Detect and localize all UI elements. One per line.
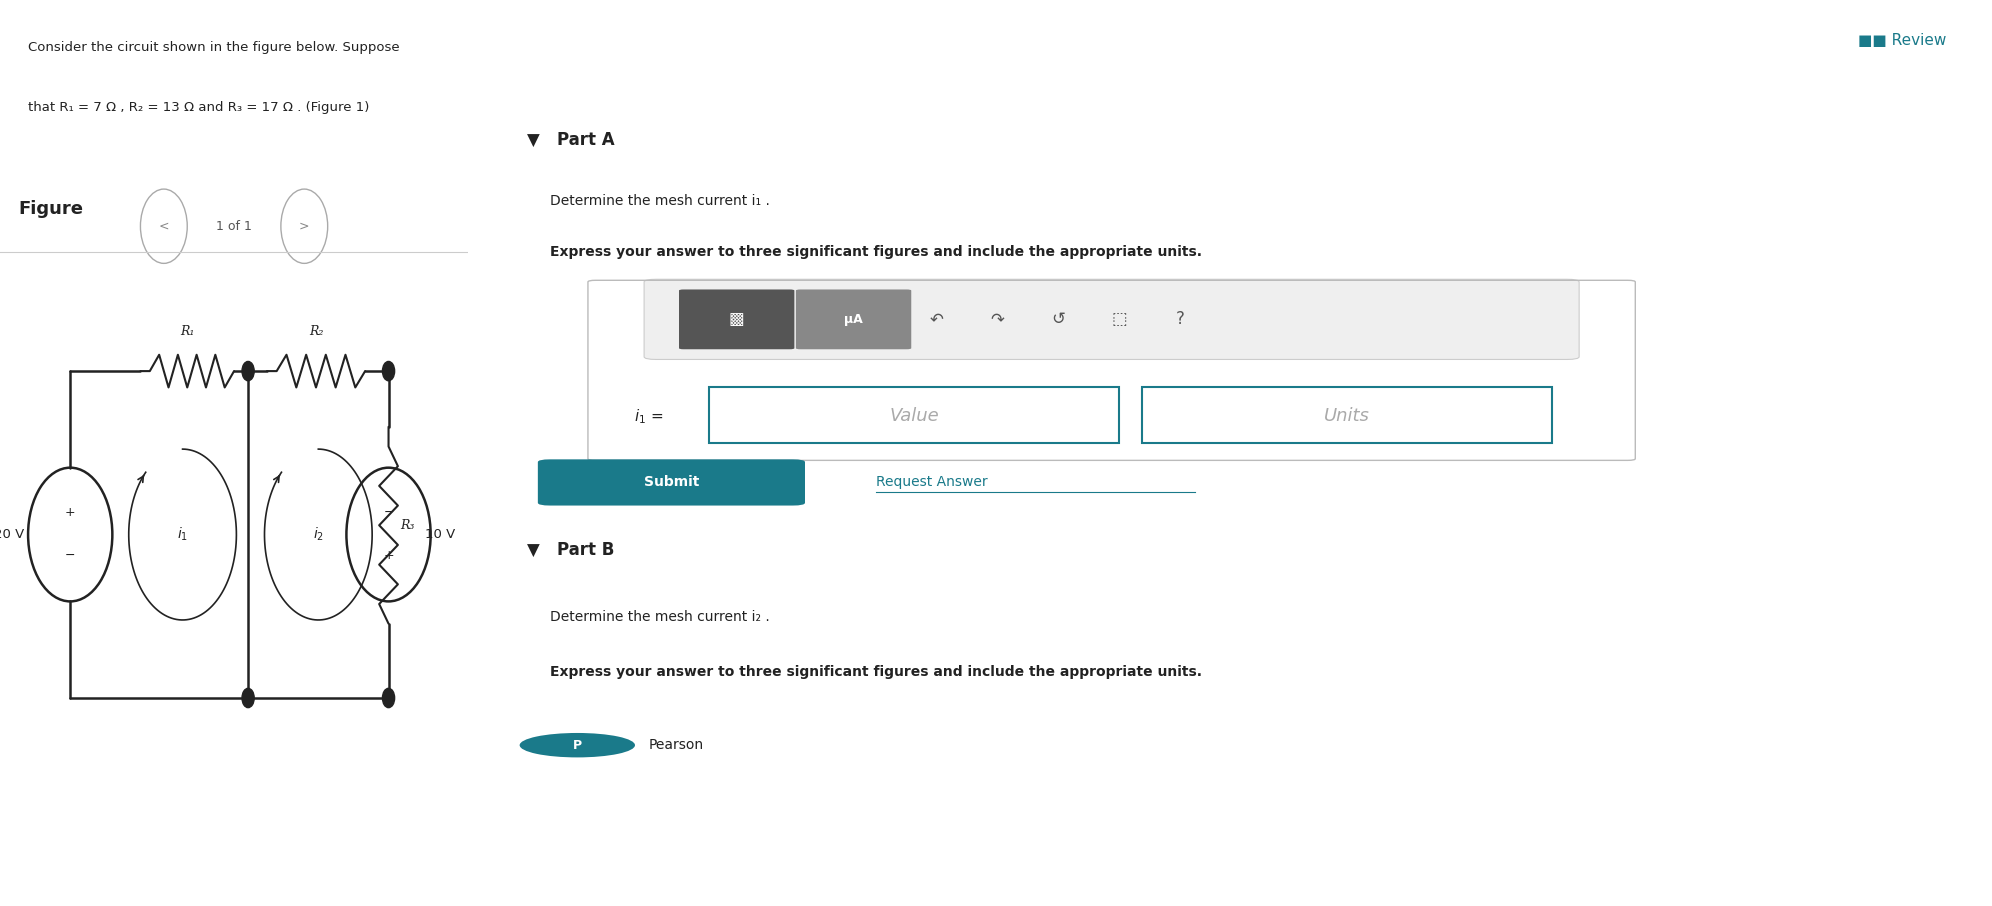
Text: $i_1$: $i_1$	[177, 525, 187, 544]
Text: R₂: R₂	[309, 324, 323, 338]
FancyBboxPatch shape	[538, 459, 805, 506]
Text: Express your answer to three significant figures and include the appropriate uni: Express your answer to three significant…	[550, 245, 1201, 258]
Text: ⬚: ⬚	[1112, 311, 1127, 328]
Text: ▩: ▩	[729, 311, 745, 328]
Text: ↷: ↷	[990, 311, 1004, 328]
Text: −: −	[382, 506, 394, 519]
Text: Figure: Figure	[18, 200, 84, 218]
Text: Value: Value	[888, 407, 938, 425]
FancyBboxPatch shape	[797, 290, 910, 350]
Text: 20 V: 20 V	[0, 528, 24, 541]
Text: ↶: ↶	[930, 311, 944, 328]
Text: Express your answer to three significant figures and include the appropriate uni: Express your answer to three significant…	[550, 665, 1201, 679]
FancyBboxPatch shape	[643, 279, 1580, 360]
Text: R₃: R₃	[400, 519, 414, 532]
Circle shape	[382, 361, 394, 381]
Text: <: <	[159, 220, 169, 233]
Text: Consider the circuit shown in the figure below. Suppose: Consider the circuit shown in the figure…	[28, 41, 400, 53]
Text: 1 of 1: 1 of 1	[215, 220, 253, 233]
Text: 10 V: 10 V	[424, 528, 454, 541]
Text: Determine the mesh current i₁ .: Determine the mesh current i₁ .	[550, 194, 769, 207]
Text: R₁: R₁	[179, 324, 195, 338]
FancyBboxPatch shape	[1141, 388, 1552, 443]
Text: +: +	[66, 506, 76, 519]
Text: Submit: Submit	[643, 476, 699, 489]
Text: $i_1$ =: $i_1$ =	[633, 407, 663, 426]
Text: >: >	[299, 220, 309, 233]
Text: ▼   Part B: ▼ Part B	[528, 542, 616, 559]
Text: Units: Units	[1325, 407, 1370, 425]
Text: −: −	[66, 549, 76, 562]
Text: ↺: ↺	[1052, 311, 1066, 328]
Text: Determine the mesh current i₂ .: Determine the mesh current i₂ .	[550, 610, 769, 624]
Text: μA: μA	[845, 313, 863, 326]
Circle shape	[520, 733, 635, 757]
Text: Pearson: Pearson	[649, 738, 703, 752]
Circle shape	[241, 361, 255, 381]
Text: ▼   Part A: ▼ Part A	[528, 130, 616, 149]
Circle shape	[382, 689, 394, 708]
Text: ?: ?	[1175, 311, 1185, 328]
Text: Request Answer: Request Answer	[876, 476, 988, 489]
FancyBboxPatch shape	[709, 388, 1120, 443]
FancyBboxPatch shape	[679, 290, 795, 350]
Text: that R₁ = 7 Ω , R₂ = 13 Ω and R₃ = 17 Ω . (Figure 1): that R₁ = 7 Ω , R₂ = 13 Ω and R₃ = 17 Ω …	[28, 101, 369, 114]
Text: +: +	[382, 549, 394, 562]
Text: $i_2$: $i_2$	[313, 525, 325, 544]
Text: ■■ Review: ■■ Review	[1859, 34, 1946, 48]
Text: P: P	[574, 738, 582, 752]
Circle shape	[241, 689, 255, 708]
